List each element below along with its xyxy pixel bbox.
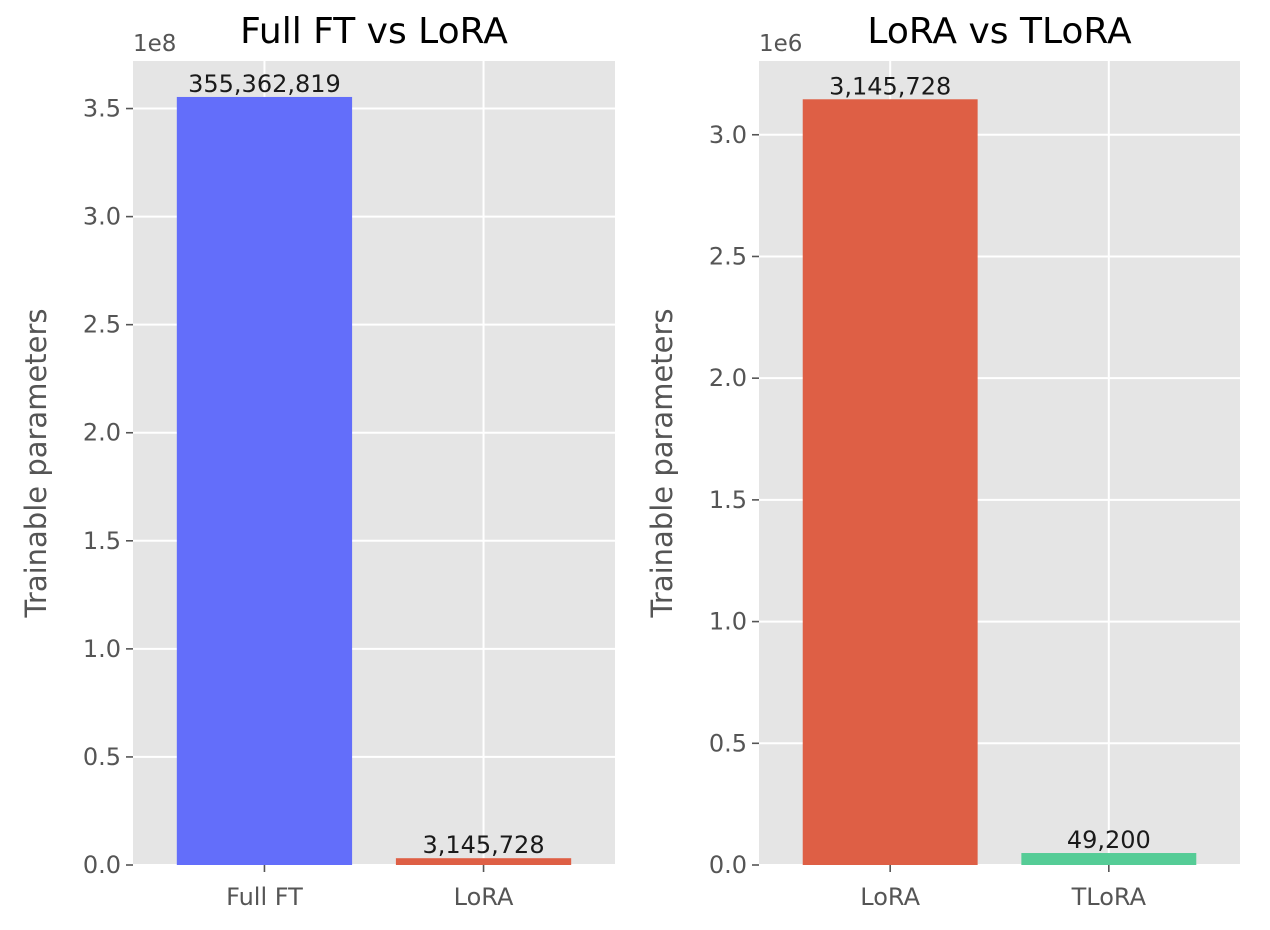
y-tick-label: 3.0 — [83, 203, 121, 231]
bar-value-label: 3,145,728 — [829, 72, 951, 100]
bar-lora — [395, 858, 572, 865]
y-tick-label: 2.0 — [83, 419, 121, 447]
y-axis-label: Trainable parameters — [19, 308, 53, 618]
y-axis-offset-label: 1e8 — [133, 31, 176, 57]
y-tick-label: 3.0 — [709, 121, 747, 149]
x-tick-label: LoRA — [454, 883, 514, 911]
bar-tlora — [1021, 853, 1197, 865]
y-tick-label: 1.5 — [83, 527, 121, 555]
bar-value-label: 355,362,819 — [188, 70, 341, 98]
y-tick-label: 0.0 — [709, 851, 747, 879]
chart-title: Full FT vs LoRA — [240, 11, 508, 52]
chart-panel-full-ft-vs-lora: 0.0 0.5 1.0 1.5 2.0 2.5 3.0 3.5 355,362,819 Full … — [19, 11, 615, 911]
y-tick-label: 2.5 — [83, 311, 121, 339]
x-tick-label: TLoRA — [1071, 883, 1147, 911]
y-tick-label: 0.0 — [83, 851, 121, 879]
chart-panel-lora-vs-tlora: 0.0 0.5 1.0 1.5 2.0 2.5 3.0 3,145,728 LoRA 49,200… — [645, 11, 1240, 911]
y-axis-label: Trainable parameters — [645, 308, 679, 618]
bar-lora — [802, 99, 978, 865]
x-tick-label: Full FT — [226, 883, 303, 911]
bar-value-label: 49,200 — [1067, 826, 1151, 854]
x-tick-label: LoRA — [860, 883, 920, 911]
y-tick-label: 0.5 — [709, 729, 747, 757]
y-tick-label: 1.5 — [709, 486, 747, 514]
y-axis-offset-label: 1e6 — [759, 31, 802, 57]
y-tick-label: 3.5 — [83, 95, 121, 123]
y-tick-label: 1.0 — [83, 635, 121, 663]
bar-value-label: 3,145,728 — [422, 831, 544, 859]
bar-full-ft — [176, 96, 353, 866]
chart-title: LoRA vs TLoRA — [867, 11, 1132, 52]
y-tick-label: 2.5 — [709, 242, 747, 270]
y-tick-label: 1.0 — [709, 608, 747, 636]
y-tick-label: 2.0 — [709, 364, 747, 392]
y-tick-label: 0.5 — [83, 743, 121, 771]
